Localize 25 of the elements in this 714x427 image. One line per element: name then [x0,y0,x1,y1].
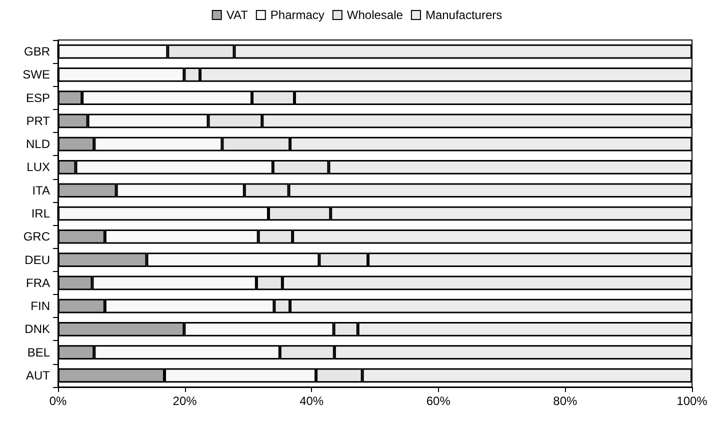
y-tick-label: FRA [26,276,50,290]
y-tick-label: LUX [26,160,50,174]
x-tick-label: 100% [676,394,708,408]
y-tick-label: IRL [31,206,50,220]
x-tick-label: 20% [172,394,198,408]
y-tick-label: DEU [24,252,50,267]
legend-label: Wholesale [346,8,404,22]
y-tick-label: PRT [26,114,51,128]
y-tick-label: GRC [23,230,50,244]
y-tick-label: FIN [30,299,50,314]
legend-label: Manufacturers [425,8,502,22]
y-tick-label: SWE [22,68,50,82]
x-tick-label: 0% [49,394,67,408]
y-tick-label: ESP [26,90,50,105]
y-tick-label: DNK [24,322,50,336]
x-tick-label: 60% [426,394,451,408]
y-tick-label: ITA [32,183,50,198]
legend-label: VAT [226,8,249,22]
x-tick-label: 80% [553,394,578,408]
y-tick-label: NLD [26,137,50,152]
x-tick-label: 40% [300,394,324,408]
legend-label: Pharmacy [270,8,324,22]
y-tick-label: AUT [26,368,51,382]
y-tick-label: BEL [27,345,50,360]
y-tick-label: GBR [24,44,50,59]
